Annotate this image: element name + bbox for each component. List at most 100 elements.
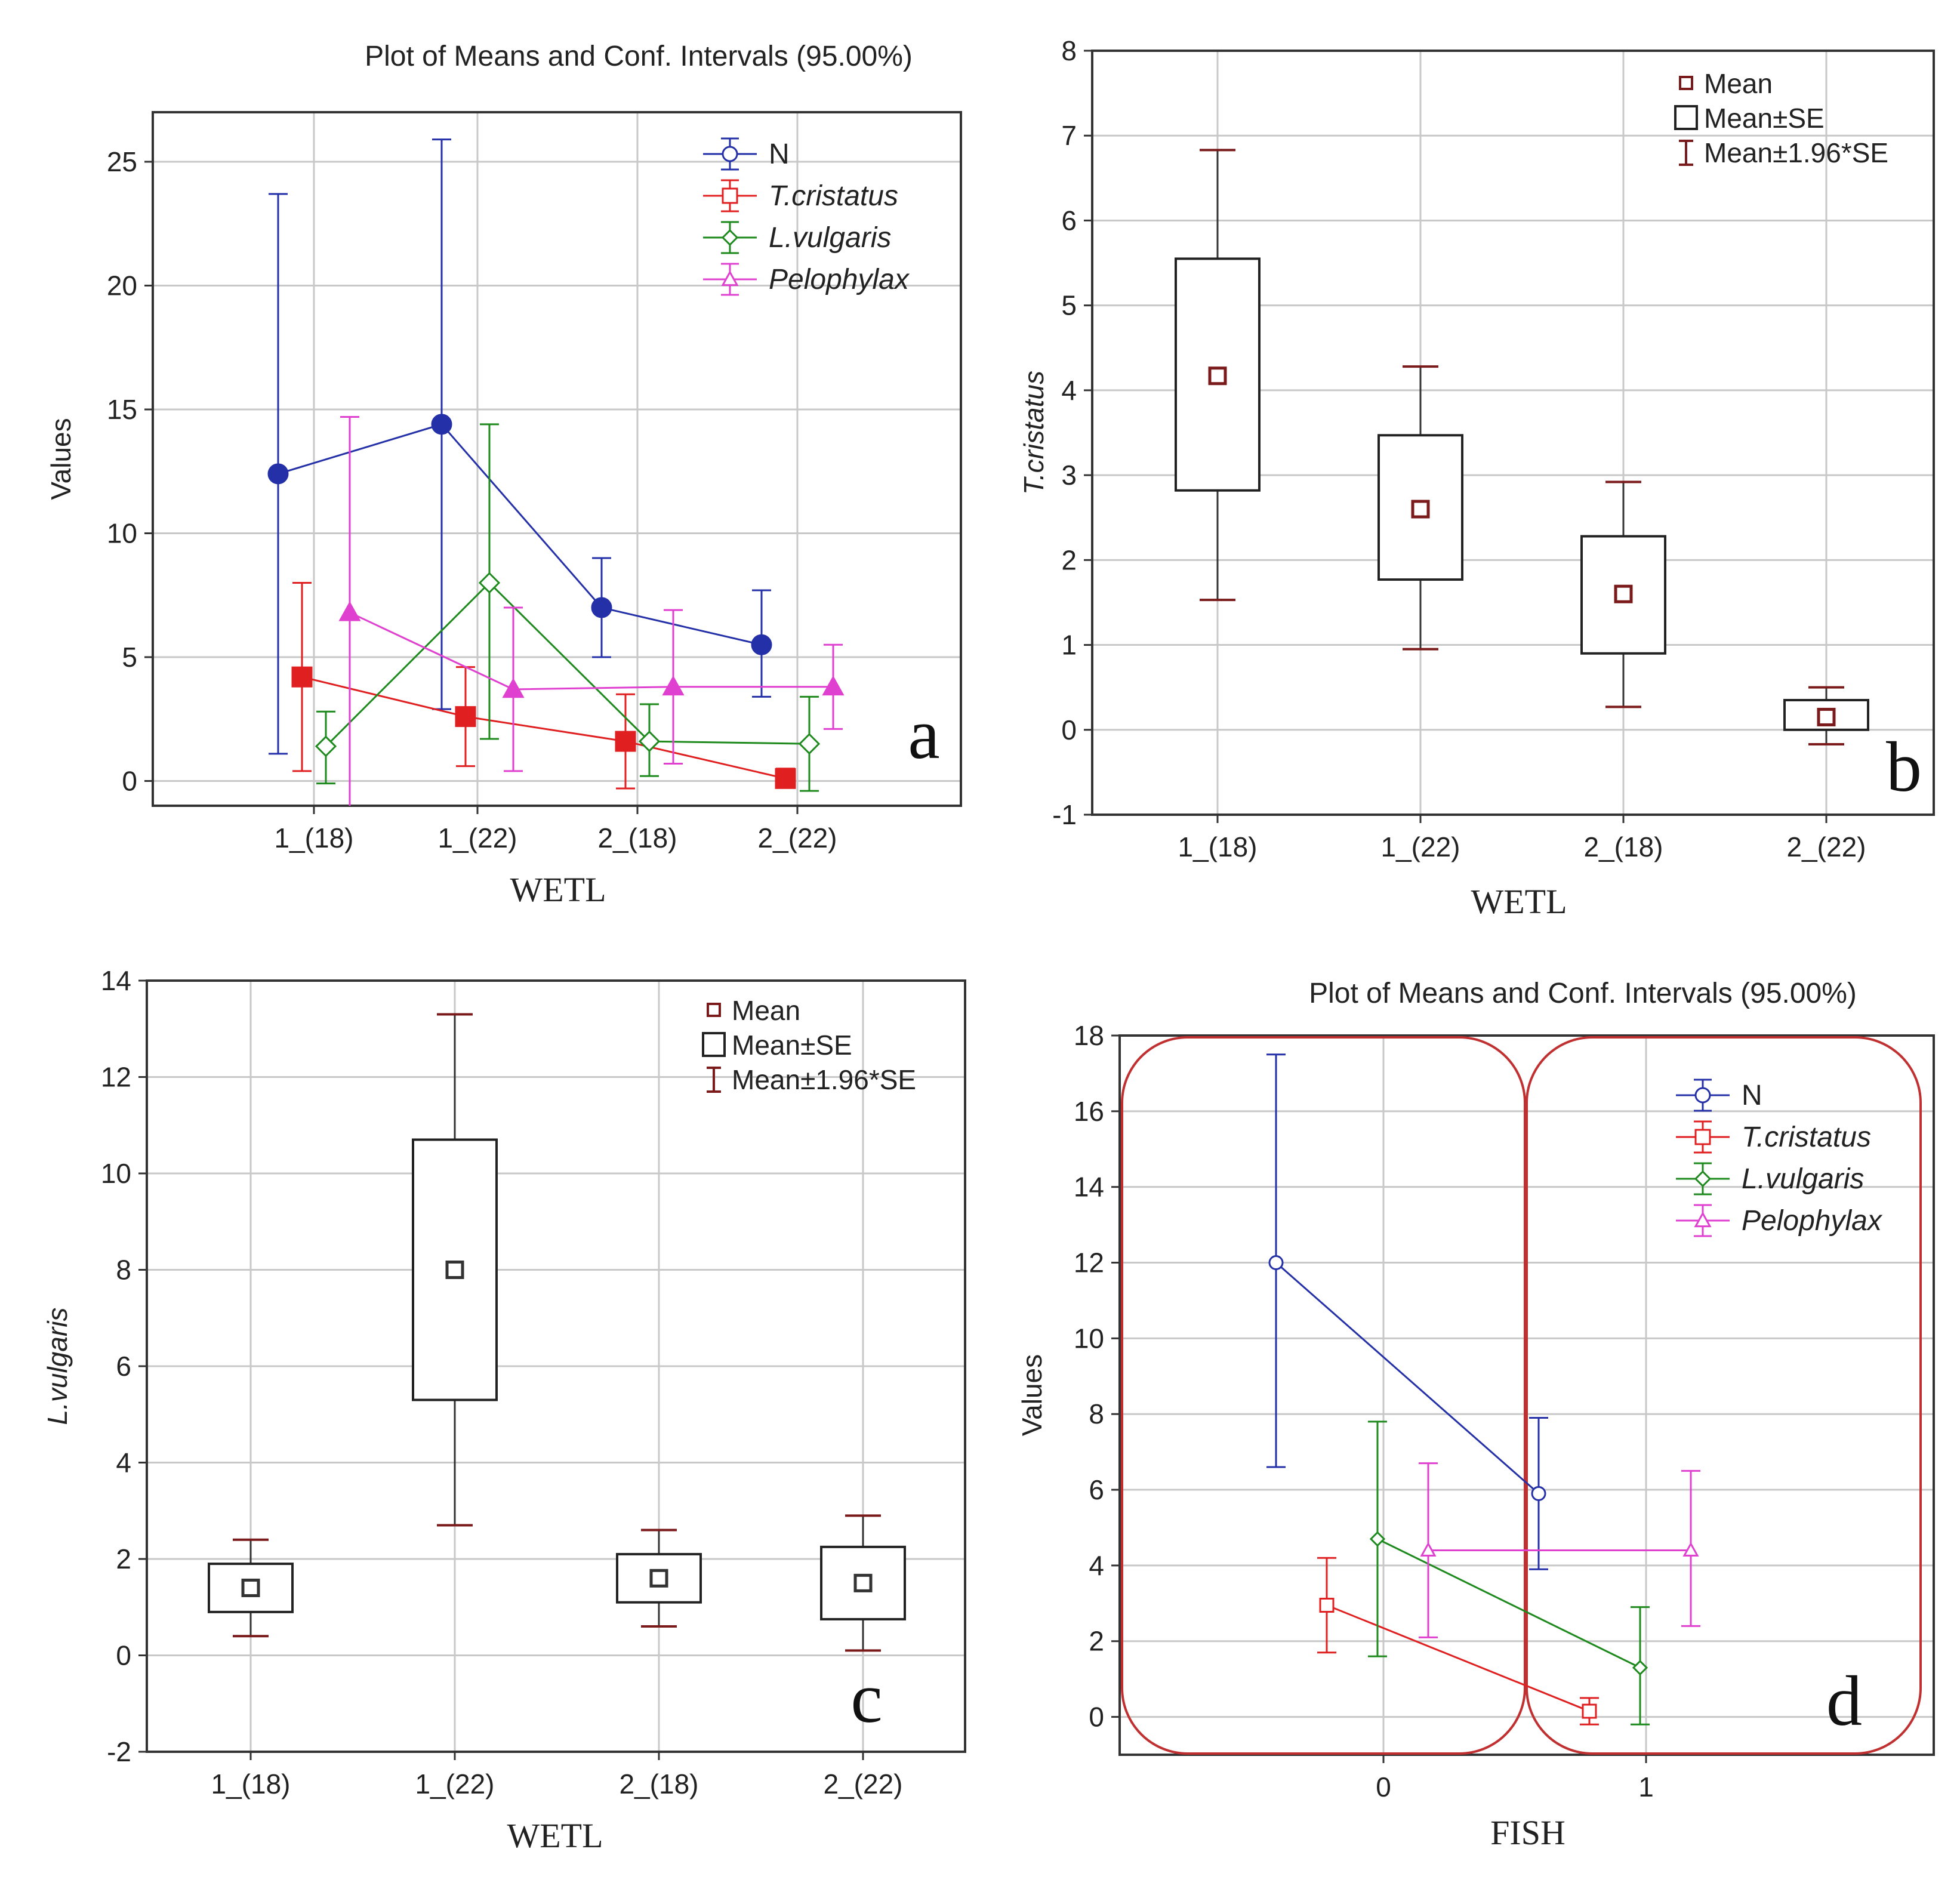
data-point-0-3 (751, 634, 772, 655)
data-point-3-0 (1420, 1542, 1437, 1557)
legend-label-2: L.vulgaris (1742, 1163, 1864, 1195)
y-tick-label: 0 (1061, 714, 1077, 745)
box-1 (412, 1013, 498, 1527)
series-line-3 (349, 611, 833, 691)
y-tick-label: 10 (1074, 1323, 1104, 1354)
data-point-1-2 (615, 731, 636, 752)
group-box-0 (1121, 1036, 1526, 1755)
x-tick-label: 2_(18) (1584, 831, 1663, 862)
legend-marker-2 (1694, 1170, 1712, 1188)
y-tick-label: 5 (122, 642, 137, 673)
x-tick-label: 0 (1376, 1771, 1391, 1802)
legend-marker-2 (721, 229, 739, 246)
data-point-0-1 (431, 414, 452, 435)
y-tick-label: -2 (107, 1736, 131, 1767)
data-point-2-2 (638, 730, 661, 753)
legend-label-1: T.cristatus (1742, 1121, 1871, 1153)
plot-frame (1091, 50, 1935, 816)
data-point-2-3 (798, 733, 821, 755)
panel-letter: c (850, 1658, 882, 1737)
x-tick-label: 1 (1638, 1771, 1654, 1802)
series-line-0 (278, 423, 762, 646)
x-axis-label: FISH (1490, 1813, 1565, 1852)
y-tick-label: 7 (1061, 120, 1077, 151)
data-point-2-1 (478, 572, 501, 594)
data-point-0-2 (591, 597, 612, 618)
legend-label-3: Pelophylax (769, 264, 910, 295)
y-tick-label: 6 (1089, 1474, 1104, 1505)
x-tick-label: 1_(18) (211, 1768, 291, 1800)
legend-marker-0 (1694, 1087, 1711, 1104)
y-tick-label: 3 (1061, 460, 1077, 491)
y-tick-label: 15 (107, 394, 137, 425)
series-line-2 (1377, 1538, 1641, 1669)
y-axis-label: L.vulgaris (42, 1308, 73, 1425)
legend-label-3: Pelophylax (1742, 1205, 1883, 1237)
mean-marker-0 (1208, 366, 1227, 386)
y-tick-label: 2 (116, 1543, 131, 1574)
y-tick-label: -1 (1052, 799, 1077, 830)
y-tick-label: 0 (116, 1640, 131, 1671)
y-tick-label: 8 (1089, 1398, 1104, 1429)
x-tick-label: 1_(18) (1178, 831, 1258, 862)
x-tick-label: 2_(22) (1787, 831, 1866, 862)
data-point-3-2 (662, 675, 685, 696)
y-tick-label: 4 (116, 1447, 131, 1478)
y-axis-label: Values (1016, 1354, 1047, 1436)
plot-frame (1118, 1034, 1935, 1756)
legend-label-2: L.vulgaris (769, 222, 891, 254)
y-tick-label: 5 (1061, 290, 1077, 321)
data-point-2-1 (1632, 1660, 1648, 1676)
series-Pelophylax (338, 415, 845, 806)
legend-marker-1 (1694, 1129, 1711, 1145)
data-point-3-3 (822, 675, 845, 696)
panel-letter: b (1886, 727, 1922, 806)
y-tick-label: 14 (1074, 1172, 1104, 1203)
legend-marker-1 (722, 187, 738, 204)
legend: N T.cristatus L.vulgaris Pelophylax (1676, 1079, 1883, 1237)
series-line-0 (1275, 1262, 1539, 1495)
legend: N T.cristatus L.vulgaris Pelophylax (703, 137, 910, 296)
legend-mean-icon (1679, 76, 1693, 90)
chart-title: Plot of Means and Conf. Intervals (95.00… (365, 41, 913, 72)
legend-label-0: N (769, 138, 790, 170)
x-axis-label: WETL (510, 870, 606, 909)
data-point-0-0 (1268, 1255, 1284, 1271)
plot-frame (152, 111, 962, 807)
panel-d: 0 2 4 6 8 10 12 14 16 18 0 1 FISH Values Plot of Means… (1016, 978, 1935, 1852)
x-tick-label: 1_(18) (275, 822, 354, 853)
panel-letter: d (1826, 1661, 1862, 1740)
series-Pelophylax (1419, 1462, 1700, 1638)
series-T.cristatus (291, 582, 796, 790)
mean-marker-3 (853, 1573, 873, 1592)
series-L.vulgaris (315, 423, 821, 792)
x-axis-label: WETL (1471, 882, 1567, 921)
series-N (267, 138, 772, 755)
series-T.cristatus (1317, 1557, 1599, 1725)
data-point-1-0 (1319, 1597, 1335, 1613)
panel-a: 0 5 10 15 20 25 1_(18) 1_(22) 2_(18) 2_(22) WETL Va… (45, 41, 962, 909)
y-tick-label: 10 (101, 1158, 131, 1189)
x-tick-label: 2_(22) (824, 1768, 903, 1800)
legend-label-0: Mean (732, 995, 800, 1026)
chart-title: Plot of Means and Conf. Intervals (95.00… (1309, 978, 1857, 1009)
y-axis-label: Values (45, 418, 76, 500)
y-tick-label: 12 (101, 1062, 131, 1093)
y-tick-label: 20 (107, 270, 137, 301)
data-point-1-0 (291, 666, 313, 688)
panel-b: -1 0 1 2 3 4 5 6 7 8 1_(18) 1_(22) 2_(18) 2_(22) WETL T… (1018, 35, 1935, 921)
legend-label-1: Mean±SE (732, 1030, 852, 1061)
y-tick-label: 25 (107, 146, 137, 177)
y-tick-label: 10 (107, 518, 137, 549)
series-N (1266, 1053, 1548, 1570)
series-L.vulgaris (1368, 1421, 1650, 1725)
mean-marker-3 (1817, 707, 1836, 726)
y-axis-label: T.cristatus (1018, 371, 1049, 495)
mean-marker-2 (1614, 584, 1633, 603)
y-tick-label: 14 (101, 965, 131, 996)
y-tick-label: 8 (1061, 35, 1077, 66)
series-line-2 (325, 581, 810, 747)
y-tick-label: 2 (1061, 544, 1077, 575)
